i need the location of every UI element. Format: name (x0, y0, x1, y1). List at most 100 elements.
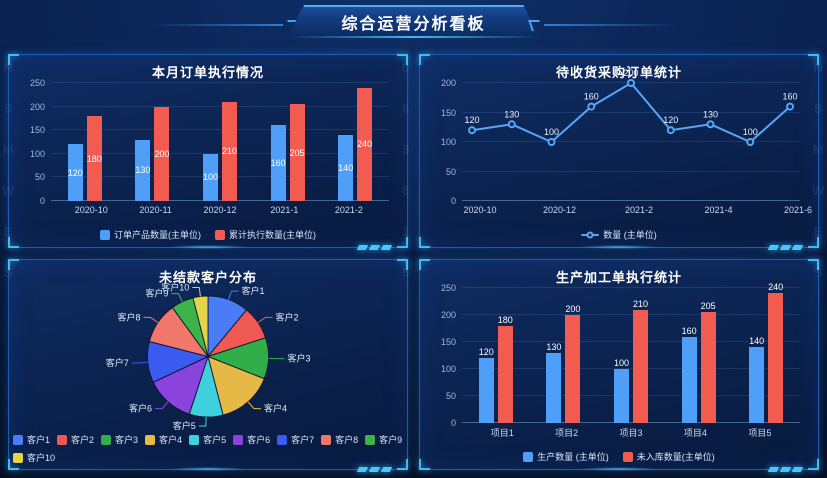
legend-swatch-icon (100, 229, 110, 240)
bar-group: 140 240 (732, 282, 800, 423)
bar[interactable]: 130 (546, 342, 561, 423)
legend-item[interactable]: 客户1 (13, 433, 50, 446)
bar-value-label: 205 (700, 301, 716, 312)
y-axis-label: 150 (440, 107, 456, 118)
bar[interactable]: 205 (290, 104, 305, 201)
production-bar-chart: 0 50 100 150 200 250 120 180 130 200 100 210 160 205 1… (428, 282, 810, 439)
legend-item[interactable]: 客户7 (277, 433, 314, 446)
legend-label: 客户3 (115, 435, 139, 445)
legend-swatch-icon (215, 229, 225, 240)
legend-item[interactable]: 客户10 (13, 451, 55, 464)
dash-icon (767, 467, 780, 472)
point-value-label: 130 (504, 109, 519, 119)
panel-month-orders: 本月订单执行情况 0 50 100 150 200 250 120 180 130 200 100 2… (8, 54, 408, 250)
gridline (462, 200, 800, 201)
bar[interactable]: 120 (68, 144, 83, 201)
corner-accent-icon (808, 459, 819, 470)
data-point[interactable] (666, 126, 675, 135)
legend-item[interactable]: 客户3 (101, 433, 138, 446)
legend-item[interactable]: 客户8 (321, 433, 358, 446)
legend-item[interactable]: 数量 (主单位) (581, 228, 657, 241)
pie-label: 客户4 (264, 403, 287, 414)
corner-accent-icon (8, 54, 19, 65)
legend-swatch-icon (13, 452, 23, 463)
legend-label: 客户4 (159, 435, 183, 445)
bar[interactable]: 120 (479, 347, 494, 423)
bar[interactable]: 180 (498, 315, 513, 423)
y-axis-label: 200 (440, 78, 456, 88)
legend-label: 客户5 (203, 435, 227, 445)
data-point[interactable] (507, 120, 516, 129)
data-point[interactable] (468, 126, 476, 135)
pie-label: 客户3 (287, 353, 310, 364)
production-legend: 生产数量 (主单位) 未入库数量(主单位) (420, 450, 818, 463)
legend-swatch-icon (622, 451, 633, 462)
bar[interactable]: 210 (633, 299, 648, 423)
bar-groups: 120 180 130 200 100 210 160 205 140 240 (462, 282, 800, 423)
data-point[interactable] (587, 102, 596, 111)
point-value-label: 200 (623, 68, 638, 78)
x-axis-label: 2020-11 (139, 205, 172, 215)
data-point[interactable] (547, 138, 556, 146)
header: 综合运营分析看板 (0, 0, 827, 54)
corner-accent-icon (8, 259, 19, 270)
header-decoration-right (544, 24, 679, 26)
bar[interactable]: 205 (701, 301, 716, 423)
legend-swatch-icon (13, 434, 23, 445)
bar[interactable]: 240 (768, 282, 783, 423)
gridline (462, 341, 800, 342)
bar-value-label: 120 (67, 167, 83, 178)
bar[interactable]: 160 (271, 125, 286, 201)
legend-item[interactable]: 客户5 (189, 433, 226, 446)
bar[interactable]: 100 (203, 153, 218, 201)
y-axis-label: 100 (440, 137, 456, 147)
chart-plot: 0 50 100 150 200 120 130 100 160 200 120 130 100 160 (441, 68, 800, 206)
panel-dashes-decoration (356, 467, 393, 472)
data-point[interactable] (627, 79, 635, 87)
bar-value-label: 130 (546, 341, 562, 352)
bar[interactable]: 130 (135, 139, 150, 201)
legend-item[interactable]: 累计执行数量(主单位) (215, 228, 316, 241)
bar-group: 130 200 (530, 288, 598, 423)
bar[interactable]: 240 (357, 87, 373, 201)
bar[interactable]: 140 (749, 336, 764, 423)
y-axis-label: 250 (29, 78, 45, 88)
x-axis-label: 项目1 (490, 427, 514, 438)
x-axis-label: 项目3 (619, 427, 643, 438)
bar[interactable]: 210 (222, 101, 237, 201)
bar-value-label: 200 (154, 148, 170, 159)
pie-label: 客户5 (173, 420, 196, 431)
bar-value-label: 240 (357, 139, 373, 150)
y-axis-label: 0 (450, 418, 456, 428)
point-value-label: 120 (663, 115, 678, 125)
bar[interactable]: 180 (87, 116, 102, 201)
dash-icon (791, 245, 804, 250)
data-point[interactable] (746, 138, 755, 146)
legend-item[interactable]: 客户2 (57, 433, 94, 446)
bar[interactable]: 200 (154, 106, 170, 201)
legend-swatch-icon (101, 434, 112, 445)
legend-item[interactable]: 客户6 (233, 433, 270, 446)
corner-accent-icon (419, 54, 430, 65)
pie-label: 客户10 (161, 282, 189, 293)
pie-slice[interactable] (207, 355, 265, 416)
legend-item[interactable]: 客户4 (145, 433, 182, 446)
bar[interactable]: 140 (338, 134, 353, 201)
legend-item[interactable]: 客户9 (365, 433, 402, 446)
corner-accent-icon (808, 259, 819, 270)
data-point[interactable] (706, 120, 715, 129)
bar[interactable]: 100 (614, 358, 629, 423)
legend-label: 客户1 (27, 435, 51, 445)
y-axis-label: 150 (29, 125, 45, 136)
y-axis-label: 0 (39, 196, 45, 206)
gridline (462, 314, 800, 315)
bar[interactable]: 160 (682, 326, 697, 423)
legend-item[interactable]: 生产数量 (主单位) (523, 450, 609, 463)
data-point[interactable] (786, 102, 794, 111)
pie-label-line (247, 401, 261, 410)
legend-item[interactable]: 订单产品数量(主单位) (100, 228, 201, 241)
dash-icon (356, 245, 369, 250)
legend-item[interactable]: 未入库数量(主单位) (622, 450, 715, 463)
bar[interactable]: 200 (565, 304, 580, 423)
